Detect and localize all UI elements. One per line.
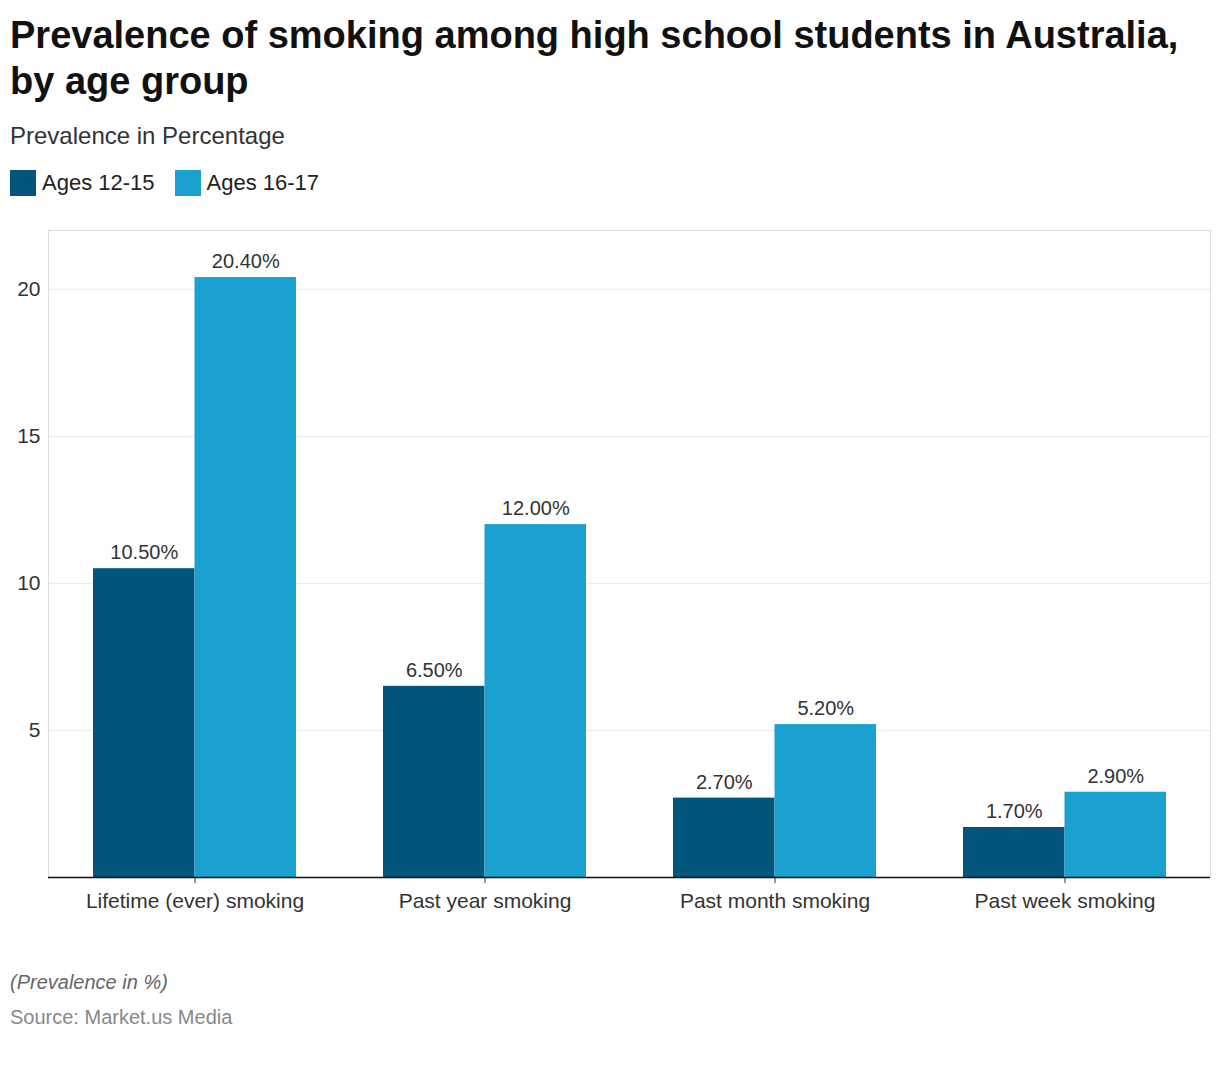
svg-text:Past year smoking: Past year smoking xyxy=(399,889,572,912)
svg-text:5.20%: 5.20% xyxy=(797,697,854,719)
svg-text:10: 10 xyxy=(17,571,40,594)
svg-text:1.70%: 1.70% xyxy=(986,800,1043,822)
html-text:Prevalence in Percentage: Prevalence in Percentage xyxy=(10,122,285,149)
html-text:(Prevalence in %): (Prevalence in %) xyxy=(10,971,168,993)
html-text:Source: Market.us Media: Source: Market.us Media xyxy=(10,1006,233,1028)
svg-text:10.50%: 10.50% xyxy=(110,541,178,563)
html-text:Ages 12-15: Ages 12-15 xyxy=(42,170,155,195)
svg-text:6.50%: 6.50% xyxy=(406,659,463,681)
svg-text:5: 5 xyxy=(29,718,41,741)
svg-text:Lifetime (ever) smoking: Lifetime (ever) smoking xyxy=(86,889,304,912)
svg-text:15: 15 xyxy=(17,424,40,447)
svg-text:Past week smoking: Past week smoking xyxy=(975,889,1156,912)
html-text:Prevalence of smoking among hi: Prevalence of smoking among high school … xyxy=(10,14,1179,102)
svg-text:Past month smoking: Past month smoking xyxy=(680,889,870,912)
html-text:Ages 16-17: Ages 16-17 xyxy=(206,170,320,195)
svg-text:12.00%: 12.00% xyxy=(502,497,570,519)
svg-text:2.90%: 2.90% xyxy=(1087,765,1144,787)
svg-text:20: 20 xyxy=(17,277,40,300)
svg-text:20.40%: 20.40% xyxy=(212,250,280,272)
svg-text:2.70%: 2.70% xyxy=(696,770,753,792)
